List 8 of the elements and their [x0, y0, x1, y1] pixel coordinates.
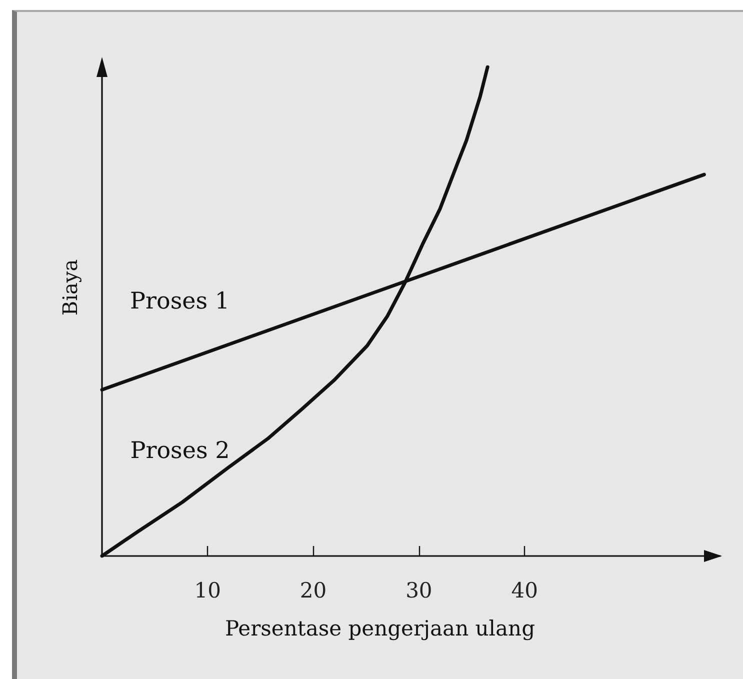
x-tick-label: 30	[406, 578, 432, 602]
x-tick-label: 20	[300, 578, 327, 602]
series-label: Proses 2	[130, 438, 230, 464]
x-tick-label: 40	[511, 578, 538, 602]
x-axis-title: Persentase pengerjaan ulang	[224, 616, 536, 640]
x-tick-label: 10	[194, 578, 222, 602]
series-label: Proses 1	[130, 288, 230, 315]
y-axis-title: Biaya	[58, 259, 82, 316]
